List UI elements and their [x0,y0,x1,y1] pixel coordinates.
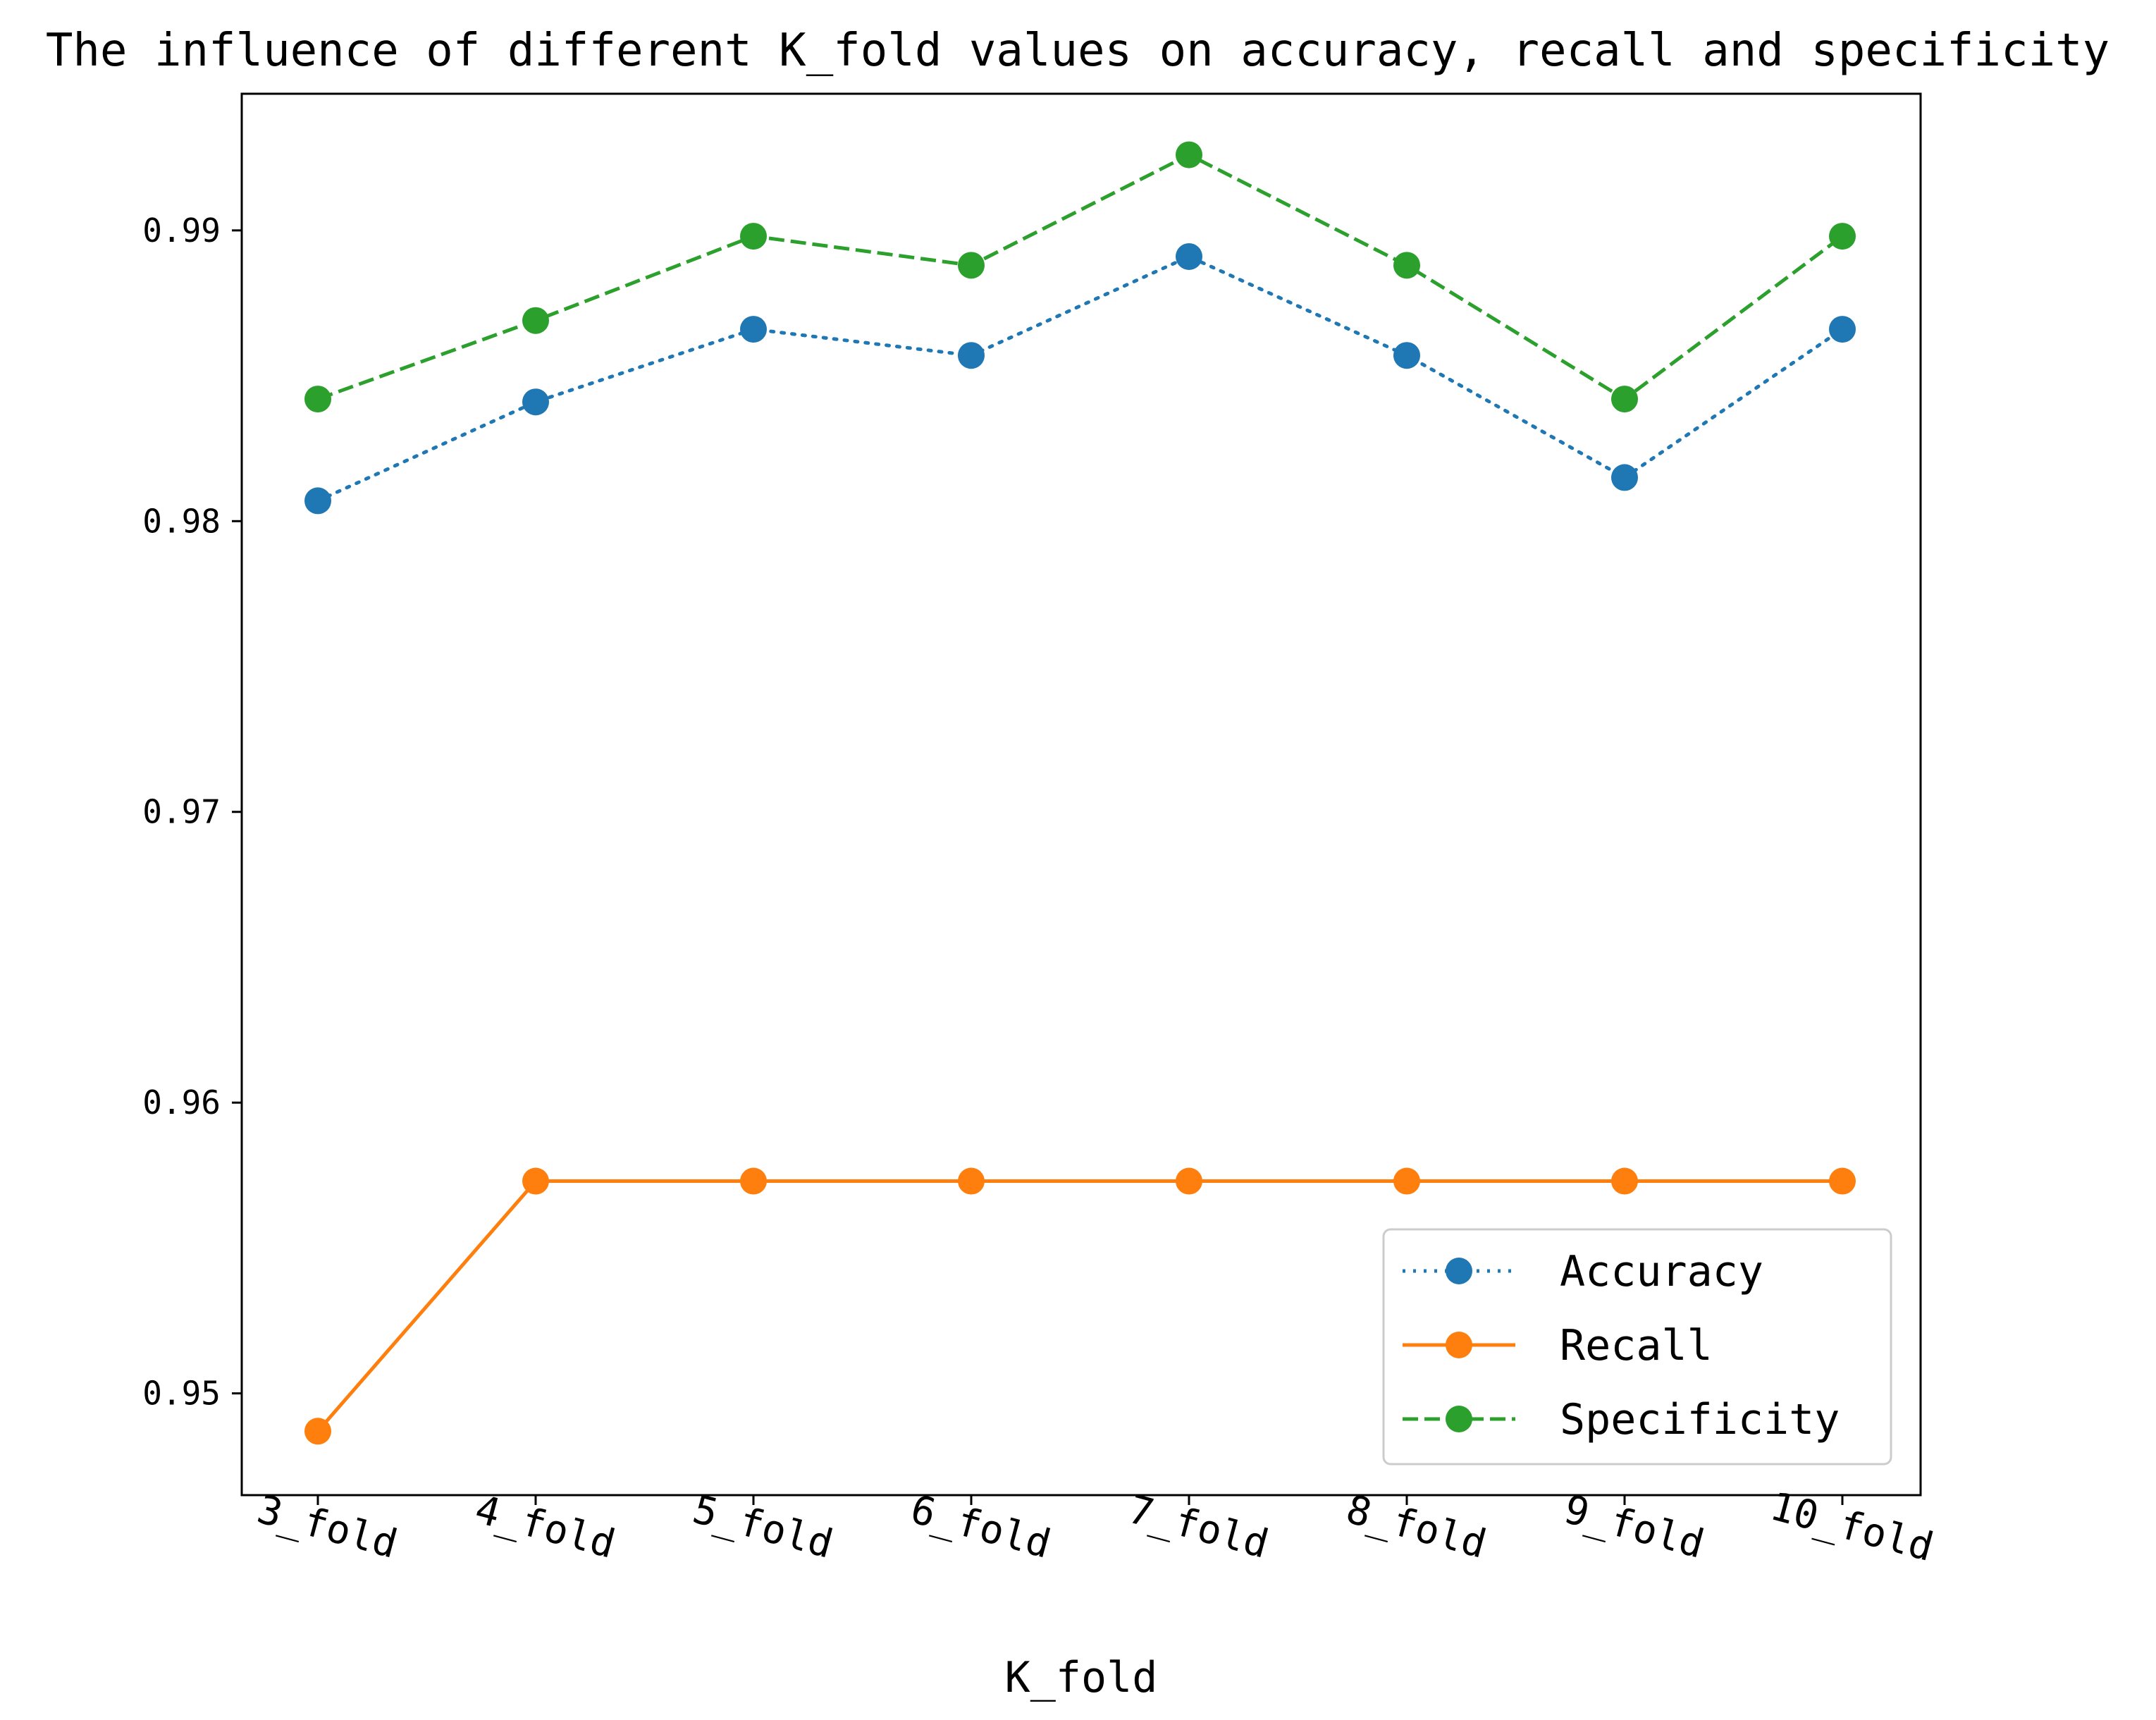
data-point-accuracy [958,342,985,369]
data-point-accuracy [1829,316,1856,343]
x-axis: 3_fold 4_fold 5_fold 6_fold 7_fold 8_fold 9_fo… [252,1483,1938,1571]
legend-item-specificity: Specificity [1403,1395,1840,1444]
data-point-accuracy [304,487,331,515]
series-line-accuracy [316,254,1844,503]
series-specificity [304,141,1856,413]
data-point-specificity [1829,223,1856,250]
data-point-specificity [740,223,767,250]
legend: Accuracy Recall Specificity [1382,1228,1892,1466]
x-tick-label: 8_fold [1341,1487,1491,1568]
data-point-specificity [1611,386,1638,413]
series-layer [304,141,1856,1445]
x-axis-label: K_fold [1005,1653,1158,1702]
series-recall [304,1167,1856,1445]
legend-marker-recall [1446,1332,1472,1358]
legend-label-accuracy: Accuracy [1560,1247,1763,1296]
x-tick-label: 4_fold [470,1487,620,1568]
series-accuracy [304,242,1856,515]
x-tick-label: 7_fold [1123,1487,1273,1568]
data-point-recall [1611,1167,1638,1195]
data-point-accuracy [740,316,767,343]
data-point-recall [304,1418,331,1445]
legend-marker-accuracy [1446,1258,1472,1284]
data-point-accuracy [522,388,549,416]
y-tick-label: 0.96 [142,1083,221,1122]
x-tick-label: 3_fold [252,1487,402,1568]
x-tick-label: 5_fold [688,1487,837,1568]
data-point-specificity [958,252,985,279]
legend-label-specificity: Specificity [1560,1395,1840,1444]
data-point-accuracy [1611,464,1638,491]
legend-item-recall: Recall [1403,1321,1713,1370]
legend-marker-specificity [1446,1406,1472,1432]
x-tick-label: 6_fold [906,1487,1055,1568]
x-tick-label: 9_fold [1559,1487,1708,1568]
data-point-recall [958,1167,985,1195]
data-point-specificity [1176,141,1202,168]
chart-title: The influence of different K_fold values… [46,25,2109,77]
data-point-recall [1176,1167,1202,1195]
data-point-recall [740,1167,767,1195]
data-point-specificity [522,307,549,334]
legend-box [1382,1228,1892,1466]
data-point-recall [1829,1167,1856,1195]
y-tick-label: 0.99 [142,211,221,250]
series-line-specificity [317,153,1844,401]
plot-area-frame [240,92,1922,1497]
series-line-recall [316,1179,1842,1432]
y-tick-label: 0.98 [142,502,221,540]
data-point-accuracy [1393,342,1420,369]
data-point-recall [522,1167,549,1195]
y-tick-label: 0.95 [142,1375,221,1413]
legend-label-recall: Recall [1560,1321,1713,1370]
y-tick-label: 0.97 [142,793,221,831]
x-tick-label: 10_fold [1766,1483,1938,1571]
data-point-specificity [1393,252,1420,279]
data-point-specificity [304,386,331,413]
data-point-accuracy [1176,242,1202,270]
data-point-recall [1393,1167,1420,1195]
legend-item-accuracy: Accuracy [1403,1247,1763,1296]
y-axis: 0.95 0.96 0.97 0.98 0.99 [142,211,242,1413]
